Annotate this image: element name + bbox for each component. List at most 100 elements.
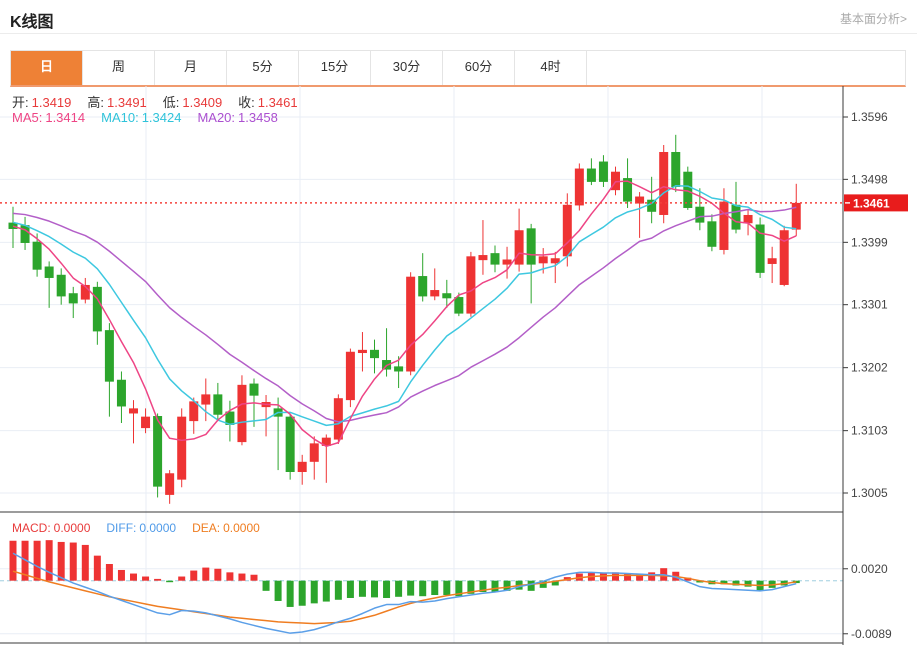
field-label: 收:	[238, 95, 255, 110]
candle	[791, 183, 801, 236]
field-label: 开:	[12, 95, 29, 110]
macd-bar	[117, 569, 125, 581]
field-value: 1.3409	[182, 95, 223, 110]
macd-bar	[527, 580, 535, 591]
candle	[490, 245, 500, 273]
macd-info-row: MACD: 0.0000 DIFF: 0.0000 DEA: 0.0000	[12, 521, 276, 535]
macd-histogram	[9, 540, 800, 607]
macd-bar	[792, 580, 800, 584]
candle	[153, 413, 163, 498]
macd-bar	[503, 580, 511, 591]
axis-tick-label: 1.3399	[851, 235, 888, 249]
macd-bar	[214, 568, 222, 581]
tab-4时[interactable]: 4时	[515, 51, 587, 85]
macd-bar	[9, 540, 17, 581]
dea-line	[12, 570, 797, 625]
field-label: MACD:	[12, 521, 51, 535]
fundamental-analysis-link[interactable]: 基本面分析>	[839, 12, 907, 26]
macd-bar	[720, 580, 728, 585]
candle	[719, 188, 729, 255]
macd-bar	[383, 580, 391, 598]
gridlines	[0, 86, 843, 643]
ohlc-row-item-3: 收: 1.3461	[238, 95, 297, 110]
candle	[466, 251, 476, 317]
macd-bar	[334, 580, 342, 600]
macd-bar	[238, 573, 246, 581]
candle	[345, 348, 355, 408]
macd-bar	[732, 580, 740, 586]
candle	[623, 158, 633, 208]
field-value: 1.3458	[238, 110, 278, 125]
diff-line	[12, 552, 797, 634]
ma-info-row: MA5: 1.3414 MA10: 1.3424 MA20: 1.3458	[12, 110, 294, 125]
axis-tick-label: 1.3103	[851, 424, 888, 438]
tab-5分[interactable]: 5分	[227, 51, 299, 85]
candle	[430, 268, 440, 301]
candle	[707, 214, 717, 252]
tab-日[interactable]: 日	[11, 51, 83, 85]
ma-row-item-0: MA5: 1.3414	[12, 110, 85, 125]
macd-bar	[69, 542, 77, 581]
candle	[442, 279, 452, 308]
macd-bar	[407, 580, 415, 596]
axis-tick-label: 0.0020	[851, 562, 888, 576]
macd-bar	[202, 567, 210, 581]
macd-bar	[250, 574, 258, 581]
candle	[80, 277, 90, 304]
field-value: 1.3491	[107, 95, 147, 110]
candle	[321, 434, 331, 483]
field-value: 0.0000	[53, 521, 91, 535]
tab-30分[interactable]: 30分	[371, 51, 443, 85]
macd-bar	[21, 540, 29, 581]
candle	[68, 286, 78, 319]
candle	[647, 176, 657, 224]
candle	[44, 261, 54, 308]
candle	[104, 323, 114, 417]
ma-row-item-2: MA20: 1.3458	[197, 110, 277, 125]
macd-bar	[33, 540, 41, 581]
candle	[502, 246, 512, 279]
field-label: MA5:	[12, 110, 43, 125]
axis-tick-label: 1.3498	[851, 172, 888, 186]
ohlc-row-item-1: 高: 1.3491	[87, 95, 146, 110]
field-label: MA20:	[197, 110, 236, 125]
timeframe-tab-bar: 日周月 5分 15分 30分 60分 4时	[10, 50, 906, 87]
candle	[201, 378, 211, 422]
macd-bar	[262, 580, 270, 591]
macd-bar	[154, 578, 162, 581]
candle	[225, 400, 235, 442]
macd-bar	[178, 576, 186, 581]
candle	[129, 400, 138, 444]
macd-bar	[371, 580, 378, 598]
macd-bar	[612, 572, 619, 581]
candle	[237, 375, 247, 446]
macd-bar	[286, 580, 294, 607]
macd-bar	[419, 580, 427, 597]
tab-周[interactable]: 周	[83, 51, 155, 85]
macd-bar	[298, 580, 306, 606]
tab-15分[interactable]: 15分	[299, 51, 371, 85]
candle	[406, 272, 416, 376]
macd-row-item-1: DIFF: 0.0000	[106, 521, 176, 535]
candle	[297, 454, 307, 485]
ohlc-row-item-2: 低: 1.3409	[163, 95, 222, 110]
candle	[671, 134, 681, 193]
y-axis-labels: 1.3596 1.3498 1.3399 1.3301 1.3202 1.3103 1.30…	[843, 110, 892, 641]
macd-bar	[166, 580, 174, 583]
candle	[370, 339, 379, 374]
tab-60分[interactable]: 60分	[443, 51, 515, 85]
axis-tick-label: 1.3202	[851, 361, 888, 375]
axis-tick-label: 1.3301	[851, 298, 888, 312]
field-value: 1.3414	[45, 110, 86, 125]
macd-bar	[226, 572, 234, 581]
macd-row-item-2: DEA: 0.0000	[192, 521, 260, 535]
candle	[418, 253, 428, 302]
current-price-value: 1.3461	[853, 196, 890, 210]
macd-bar	[648, 572, 656, 581]
tab-月[interactable]: 月	[155, 51, 227, 85]
macd-bar	[624, 573, 632, 581]
candle	[116, 371, 126, 424]
current-price-badge: 1.3461	[844, 194, 908, 212]
ma20-line	[12, 206, 797, 423]
macd-bar	[45, 540, 53, 581]
